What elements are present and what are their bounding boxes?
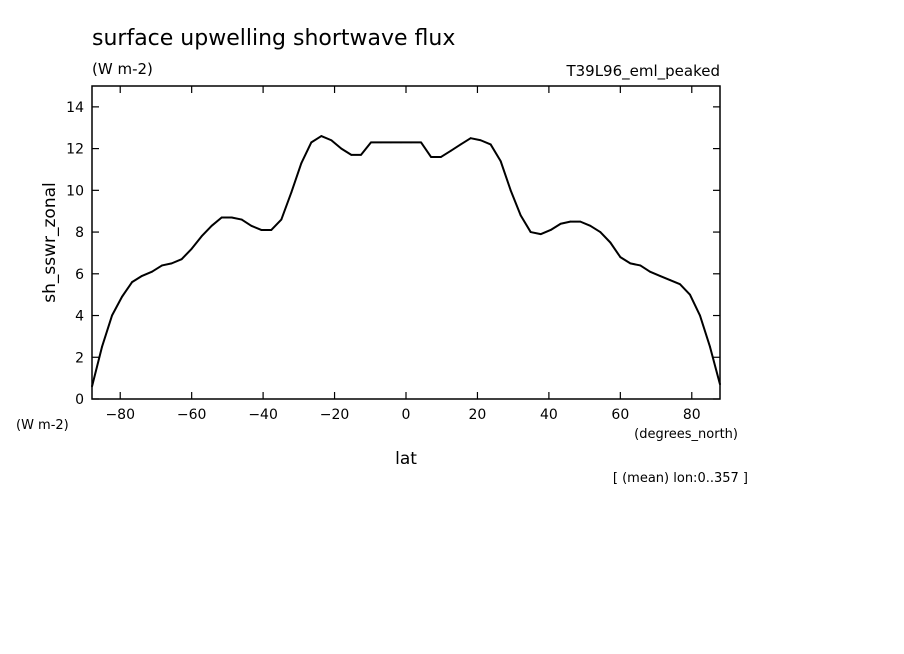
y-tick-label: 8 [75,225,84,241]
data-point [210,224,213,227]
data-point [370,141,372,144]
data-point [639,264,642,267]
data-point [141,274,143,277]
x-axis: −80 −60 −40 −20 0 20 40 60 80 [105,86,701,423]
data-point [200,235,203,238]
series-line [91,135,721,387]
data-point [230,216,233,219]
data-point [91,385,93,388]
data-point [619,256,622,259]
data-point [579,220,582,223]
x-tick-label: 60 [611,407,629,423]
x-tick-label: 0 [402,407,411,423]
data-point [121,295,123,298]
x-tick-label: −20 [320,407,350,423]
data-point [180,258,183,261]
data-point [151,270,153,273]
data-point [489,143,492,146]
x-tick-label: −80 [105,407,135,423]
data-point [509,189,512,192]
data-point [699,314,701,317]
data-point [430,156,432,158]
data-point [220,216,223,219]
plot-frame [91,85,721,400]
data-point [390,141,392,144]
data-point [629,262,632,265]
data-point [170,262,173,265]
data-point [649,270,651,273]
y-tick-label: 0 [75,392,84,408]
data-point [290,191,293,194]
data-point [679,283,681,286]
data-point [499,160,502,163]
data-point [709,345,711,348]
x-tick-label: 80 [683,407,701,423]
data-point [559,222,562,225]
footnote: [ (mean) lon:0..357 ] [613,471,748,486]
data-point [410,141,412,144]
data-point [719,383,721,386]
data-point [669,279,671,281]
data-point [300,162,303,165]
y-tick-label: 6 [75,267,84,283]
y-tick-label: 2 [75,350,84,366]
data-point [190,247,193,250]
data-point [440,156,442,158]
data-point [340,147,343,150]
data-point [450,149,452,152]
data-point [131,281,133,284]
data-point [101,345,103,348]
data-point [400,141,402,144]
chart-subtitle: (W m-2) [92,60,153,78]
data-point [350,153,353,156]
x-tick-label: 20 [469,407,487,423]
y-tick-label: 4 [75,309,84,325]
x-tick-label: 40 [540,407,558,423]
data-point [240,218,243,221]
data-point [380,141,382,144]
data-point [589,224,592,227]
data-point [549,229,552,231]
data-point [609,241,612,244]
data-point [280,218,283,221]
data-point [599,231,602,233]
data-point [161,264,163,267]
data-point [519,214,522,217]
data-point [569,220,572,223]
x-axis-unit: (degrees_north) [634,427,738,442]
x-axis-label: lat [395,449,417,469]
y-axis: 0 2 4 6 8 10 12 14 [66,100,720,408]
data-point [659,274,661,277]
series-layer [91,135,721,388]
data-point [111,314,113,317]
y-tick-label: 12 [66,142,84,158]
data-point [270,229,273,231]
chart-title: surface upwelling shortwave flux [92,26,455,51]
data-point [539,233,542,236]
data-point [250,224,253,227]
data-point [529,231,532,233]
data-point [360,153,362,156]
y-tick-label: 14 [66,100,84,116]
data-point [479,139,482,142]
data-point [320,135,323,137]
y-axis-label: sh_sswr_zonal [40,182,60,302]
y-axis-unit: (W m-2) [16,418,69,433]
data-point [330,139,333,142]
data-point [689,293,691,296]
x-tick-label: −60 [177,407,207,423]
x-tick-label: −40 [248,407,278,423]
data-point [310,141,313,144]
data-point [260,229,263,231]
data-point [469,137,472,140]
experiment-label: T39L96_eml_peaked [565,62,720,81]
data-point [459,143,462,146]
data-point [420,141,422,144]
y-tick-label: 10 [66,183,84,199]
